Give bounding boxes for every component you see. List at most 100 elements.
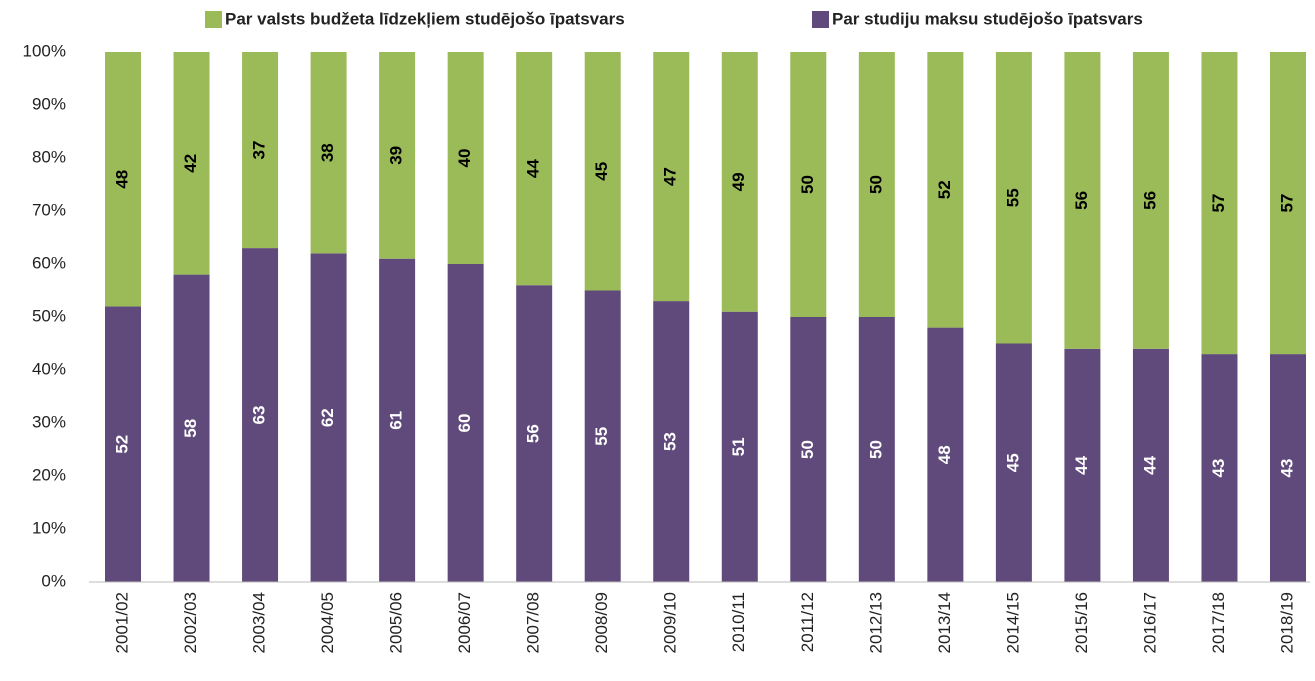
bar-segment [927,327,964,582]
x-tick-label: 2008/09 [592,592,611,653]
legend-swatch [812,11,829,28]
bar-segment [653,301,690,582]
bar-segment [310,253,347,582]
data-label: 56 [1072,191,1091,210]
x-tick-label: 2017/18 [1209,592,1228,653]
data-label: 60 [455,414,474,433]
bar-segment [1201,52,1238,355]
y-tick-label: 80% [32,147,66,166]
bar-segment [1270,354,1306,582]
x-tick-label: 2012/13 [866,592,885,653]
x-tick-label: 2015/16 [1072,592,1091,653]
bar-segment [995,343,1032,582]
bar-segment [790,52,827,317]
bar-segment [1132,348,1169,582]
data-label: 47 [661,167,680,186]
bar-segment [516,285,553,582]
y-tick-label: 60% [32,253,66,272]
data-label: 45 [592,162,611,181]
y-tick-label: 10% [32,518,66,537]
data-label: 63 [250,406,269,425]
y-tick-label: 90% [32,94,66,113]
y-tick-label: 70% [32,200,66,219]
data-label: 50 [866,175,885,194]
x-tick-label: 2007/08 [524,592,543,653]
bar-segment [1132,52,1169,349]
bar-segment [1064,348,1101,582]
data-label: 44 [1140,455,1159,474]
data-label: 58 [181,419,200,438]
data-label: 53 [661,432,680,451]
data-label: 42 [181,154,200,173]
y-tick-label: 100% [23,41,66,60]
bar-segment [858,52,895,317]
x-tick-label: 2005/06 [387,592,406,653]
legend-label: Par studiju maksu studējošo īpatsvars [832,9,1143,28]
data-label: 51 [729,437,748,456]
x-tick-label: 2002/03 [181,592,200,653]
y-tick-label: 30% [32,412,66,431]
data-label: 38 [318,143,337,162]
x-tick-label: 2014/15 [1003,592,1022,653]
data-label: 48 [112,170,131,189]
data-label: 57 [1209,194,1228,213]
data-label: 39 [387,146,406,165]
bar-segment [447,52,484,264]
bar-segment [584,52,621,291]
data-label: 45 [1003,453,1022,472]
y-tick-label: 50% [32,306,66,325]
legend-swatch [205,11,222,28]
data-label: 50 [866,440,885,459]
data-label: 61 [387,411,406,430]
data-label: 52 [935,180,954,199]
bar-segment [927,52,964,328]
x-tick-label: 2006/07 [455,592,474,653]
bar-segment [516,52,553,286]
data-label: 62 [318,408,337,427]
bar-segment [242,248,279,582]
x-tick-label: 2003/04 [250,592,269,653]
data-label: 37 [250,141,269,160]
x-tick-label: 2001/02 [112,592,131,653]
data-label: 43 [1277,459,1296,478]
data-label: 50 [798,175,817,194]
data-label: 49 [729,172,748,191]
x-tick-label: 2018/19 [1277,592,1296,653]
data-label: 55 [1003,188,1022,207]
bar-segment [447,264,484,582]
x-tick-label: 2016/17 [1140,592,1159,653]
bar-segment [1201,354,1238,582]
bar-segment [379,52,416,259]
bar-segment [173,52,210,275]
bar-segment [584,290,621,582]
data-label: 43 [1209,459,1228,478]
data-label: 40 [455,149,474,168]
legend-label: Par valsts budžeta līdzekļiem studējošo … [225,9,625,28]
data-label: 56 [1140,191,1159,210]
data-label: 56 [524,424,543,443]
bar-segment [790,317,827,582]
bar-segment [1270,52,1306,355]
x-tick-label: 2011/12 [798,592,817,652]
data-label: 48 [935,445,954,464]
data-label: 44 [524,159,543,178]
x-tick-label: 2010/11 [729,592,748,652]
y-tick-label: 20% [32,465,66,484]
bar-segment [858,317,895,582]
bar-segment [310,52,347,254]
bar-segment [995,52,1032,344]
bar-segment [721,311,758,582]
x-tick-label: 2009/10 [661,592,680,653]
bar-segment [173,274,210,582]
y-tick-label: 40% [32,359,66,378]
bar-segment [379,258,416,582]
data-label: 44 [1072,455,1091,474]
x-tick-label: 2013/14 [935,592,954,653]
x-tick-label: 2004/05 [318,592,337,653]
data-label: 52 [112,435,131,454]
data-label: 50 [798,440,817,459]
data-label: 55 [592,427,611,446]
bar-segment [721,52,758,312]
bar-segment [105,306,141,582]
